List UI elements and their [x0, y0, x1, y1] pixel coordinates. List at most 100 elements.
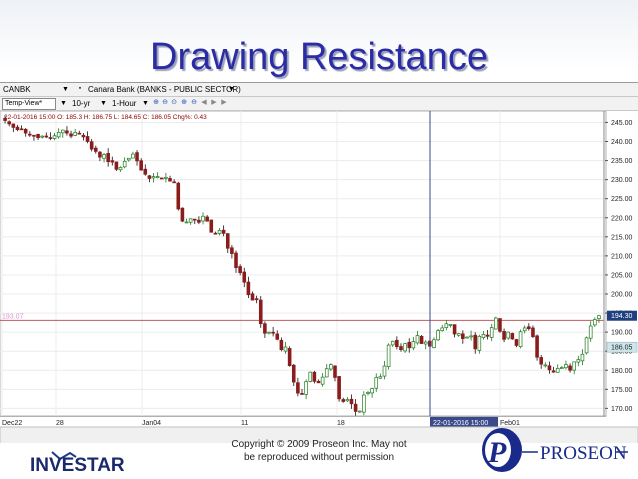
period-dropdown-icon[interactable]: ▼	[100, 100, 107, 107]
view-select[interactable]: Temp-View*	[2, 98, 56, 110]
candle	[118, 166, 123, 172]
candle	[271, 326, 275, 337]
candle-body	[73, 132, 77, 136]
candle	[143, 164, 148, 176]
candle-body	[502, 331, 506, 340]
cursor-price-badge	[606, 341, 638, 353]
candle	[164, 172, 168, 183]
candle-body	[172, 181, 176, 184]
candle	[366, 390, 370, 396]
view-dropdown-icon[interactable]: ▼	[60, 100, 67, 107]
price-chart[interactable]: 22-01-2016 15:00 O: 185.3 H: 186.75 L: 1…	[0, 111, 638, 444]
candle-body	[378, 376, 383, 379]
zoom-in-icon[interactable]: ⊕	[153, 99, 159, 106]
candle-body	[308, 371, 313, 382]
candle	[481, 331, 486, 340]
back-icon[interactable]: ◀	[201, 99, 207, 106]
candle-body	[461, 333, 465, 339]
x-tick-label: 18	[337, 420, 345, 427]
candle-body	[258, 299, 263, 325]
candle-body	[473, 334, 478, 350]
x-axis: Dec22 28 Jan04 11 18 Feb01	[2, 420, 520, 427]
candle-body	[36, 133, 40, 139]
candle	[184, 218, 189, 224]
candle	[267, 331, 271, 335]
candle	[469, 330, 473, 341]
candle	[382, 360, 387, 380]
description-dropdown-icon[interactable]: ▼	[228, 86, 235, 93]
candle-body	[518, 331, 523, 348]
candle-body	[114, 161, 119, 170]
candle-body	[320, 376, 325, 385]
candle	[168, 175, 172, 182]
candle	[337, 376, 341, 402]
interval-select[interactable]: 1-Hour	[112, 99, 137, 108]
symbol-dropdown-icon[interactable]: ▼	[62, 86, 69, 93]
candle-body	[122, 160, 127, 168]
candle	[353, 399, 358, 416]
candle-body	[456, 333, 461, 336]
zoom-out-icon[interactable]: ⊖	[162, 99, 168, 106]
candle	[201, 212, 205, 225]
candle-body	[98, 151, 102, 158]
horizontal-scrollbar[interactable]	[0, 426, 638, 444]
candle-body	[353, 403, 358, 412]
scroll-end-icon[interactable]: ▶	[221, 99, 227, 106]
zoom-fit-icon[interactable]: ⊕	[181, 99, 187, 106]
candle	[291, 363, 296, 387]
candle-body	[584, 337, 589, 354]
candle-body	[155, 176, 160, 178]
candle-body	[213, 232, 218, 235]
candle	[197, 216, 201, 225]
x-axis-line	[0, 416, 606, 417]
info-icon[interactable]: ▪	[78, 85, 82, 92]
candle	[527, 323, 531, 331]
candle	[73, 128, 77, 137]
candle	[568, 363, 572, 373]
candle	[584, 336, 589, 355]
candle-body	[15, 126, 20, 131]
candle	[48, 132, 53, 141]
candle	[56, 128, 61, 139]
y-tick-label: 225.00	[611, 196, 633, 203]
plot-area	[0, 111, 607, 417]
symbol-field[interactable]: CANBK	[3, 85, 31, 94]
y-tick-label: 230.00	[611, 177, 633, 184]
candle	[225, 232, 230, 254]
candle	[19, 125, 24, 131]
forward-icon[interactable]: ▶	[211, 99, 217, 106]
candle-body	[147, 175, 152, 179]
candle-body	[444, 323, 449, 329]
candle	[172, 179, 176, 184]
candle-body	[551, 370, 556, 373]
period-select[interactable]: 10-yr	[72, 99, 91, 108]
interval-dropdown-icon[interactable]: ▼	[142, 100, 149, 107]
zoom-range-icon[interactable]: ⊖	[191, 99, 197, 106]
candle-body	[522, 327, 527, 332]
candle-body	[230, 247, 234, 254]
candle	[510, 332, 515, 340]
candle	[135, 150, 139, 166]
zoom-reset-icon[interactable]: ⊙	[171, 99, 177, 106]
candle-body	[271, 331, 275, 334]
candle	[407, 338, 412, 353]
candle	[498, 318, 502, 333]
candle-body	[201, 215, 205, 222]
candle-body	[110, 160, 115, 163]
candle-body	[209, 219, 214, 233]
candle-body	[436, 330, 440, 341]
y-tick-label: 245.00	[611, 120, 633, 127]
candle-body	[118, 167, 123, 171]
candle	[36, 133, 40, 141]
candle	[102, 153, 106, 163]
cursor-date-label: 22-01-2016 15:00	[433, 420, 488, 427]
candle	[345, 396, 350, 403]
candle-body	[77, 132, 82, 135]
candle-body	[415, 335, 420, 344]
candle	[473, 332, 478, 354]
candle	[296, 377, 300, 397]
candle-body	[250, 293, 255, 301]
candle-body	[304, 381, 308, 395]
candle-body	[143, 168, 148, 175]
candle-body	[506, 331, 511, 339]
